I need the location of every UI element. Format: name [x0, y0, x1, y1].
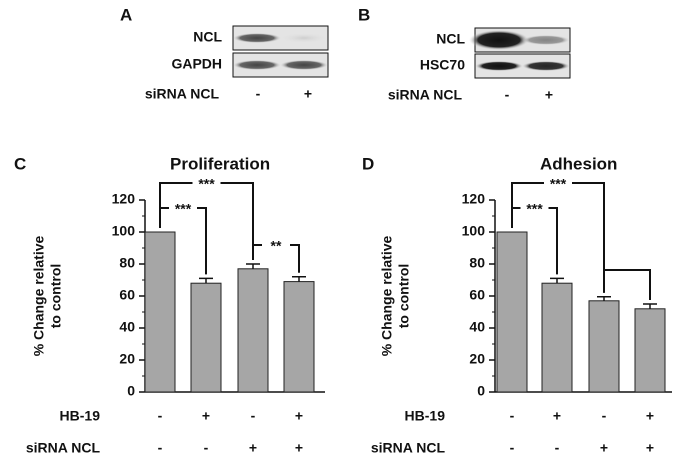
label-gap	[544, 177, 572, 189]
factor-level: -	[204, 440, 209, 456]
y-tick-label: 20	[469, 351, 485, 367]
error-bar	[597, 296, 611, 301]
blot-row-label: HSC70	[420, 57, 465, 73]
y-tick-label: 120	[462, 191, 486, 207]
blot-band	[475, 61, 523, 71]
factor-level: +	[646, 440, 654, 456]
factor-level: -	[555, 440, 560, 456]
y-axis-label: % Change relative	[379, 235, 395, 356]
blot-band	[280, 33, 328, 43]
condition-label: siRNA NCL	[388, 87, 463, 103]
factor-level: +	[600, 440, 608, 456]
blot-row-label: NCL	[436, 31, 465, 47]
significance-bracket	[603, 269, 651, 300]
bar	[237, 268, 269, 393]
factor-level: +	[553, 408, 561, 424]
bar	[588, 300, 620, 393]
panel-letter: A	[120, 5, 132, 24]
factor-level: -	[510, 440, 515, 456]
y-tick-label: 40	[119, 319, 135, 335]
condition-sign: +	[545, 87, 553, 103]
y-tick-label: 80	[119, 255, 135, 271]
factor-label: siRNA NCL	[371, 440, 446, 456]
y-tick-label: 100	[112, 223, 136, 239]
blot-band	[522, 35, 570, 45]
error-bar	[199, 277, 213, 284]
factor-level: -	[602, 408, 607, 424]
bar	[190, 282, 222, 393]
panel-letter: C	[14, 154, 26, 173]
error-bar	[246, 263, 260, 269]
label-gap	[169, 202, 197, 214]
significance-label: ***	[550, 176, 567, 192]
bar	[496, 231, 528, 393]
factor-label: HB-19	[405, 408, 446, 424]
y-tick-label: 0	[127, 383, 135, 399]
blot-band	[522, 61, 570, 71]
y-axis-label: to control	[396, 264, 412, 329]
factor-level: +	[646, 408, 654, 424]
label-gap	[192, 177, 221, 189]
error-bar	[550, 277, 564, 284]
label-gap	[520, 202, 549, 214]
factor-label: siRNA NCL	[26, 440, 101, 456]
significance-label: ***	[175, 201, 192, 217]
factor-level: -	[251, 408, 256, 424]
panel-letter: D	[362, 154, 374, 173]
significance-label: ***	[198, 176, 215, 192]
y-tick-label: 100	[462, 223, 486, 239]
chart-title: Proliferation	[170, 154, 270, 173]
y-axis-label: to control	[48, 264, 64, 329]
factor-label: HB-19	[60, 408, 101, 424]
factor-level: +	[295, 440, 303, 456]
blot-row-label: GAPDH	[171, 56, 222, 72]
bar	[634, 308, 666, 393]
blot-row-label: NCL	[193, 29, 222, 45]
factor-level: -	[158, 440, 163, 456]
error-bar	[292, 276, 306, 282]
factor-level: +	[249, 440, 257, 456]
y-tick-label: 20	[119, 351, 135, 367]
y-tick-label: 40	[469, 319, 485, 335]
y-tick-label: 80	[469, 255, 485, 271]
condition-sign: +	[304, 86, 312, 102]
bar	[541, 282, 573, 393]
factor-level: +	[295, 408, 303, 424]
y-tick-label: 120	[112, 191, 136, 207]
bar	[283, 281, 315, 393]
factor-level: -	[158, 408, 163, 424]
error-bar	[643, 303, 657, 309]
y-tick-label: 0	[477, 383, 485, 399]
condition-sign: -	[505, 87, 510, 103]
y-axis-label: % Change relative	[31, 235, 47, 356]
y-tick-label: 60	[469, 287, 485, 303]
blot-band	[469, 30, 529, 50]
bar	[144, 231, 176, 393]
blot-band	[233, 60, 281, 70]
factor-level: +	[202, 408, 210, 424]
condition-sign: -	[256, 86, 261, 102]
condition-label: siRNA NCL	[145, 86, 220, 102]
blot-band	[280, 60, 328, 70]
factor-level: -	[510, 408, 515, 424]
panel-letter: B	[358, 5, 370, 24]
blot-band	[233, 33, 281, 43]
y-tick-label: 60	[119, 287, 135, 303]
significance-label: ***	[526, 201, 543, 217]
significance-label: **	[271, 238, 282, 254]
chart-title: Adhesion	[540, 154, 617, 173]
label-gap	[262, 239, 290, 251]
